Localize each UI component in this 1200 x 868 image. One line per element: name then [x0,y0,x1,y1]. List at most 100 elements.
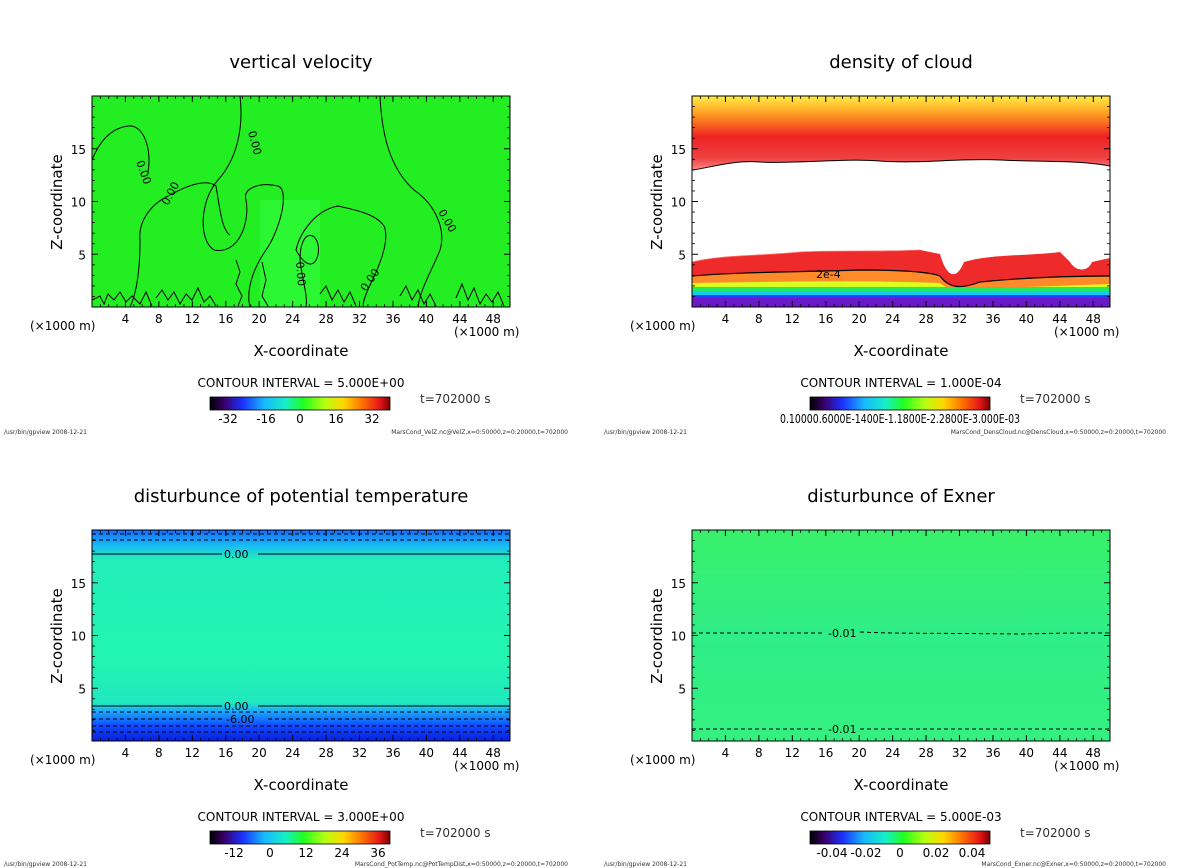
x-tick-labels: 4 8 12 16 20 24 28 32 36 40 44 48 [722,312,1101,326]
y-tick-marks [692,540,1110,731]
x-axis-label: X-coordinate [254,342,349,360]
colorbar-tick: 12 [298,846,313,860]
y-tick-label: 10 [671,630,686,644]
colorbar-ticks: -0.04 -0.02 0 0.02 0.04 [816,846,985,860]
y-tick-label: 10 [671,196,686,210]
footer-right: MarsCond_DensCloud.nc@DensCloud,x=0:5000… [951,429,1166,436]
x-unit-right: (×1000 m) [1054,759,1119,773]
contour-label: 0.00 [224,700,249,713]
y-tick-labels: 5 10 15 [71,143,86,263]
x-tick-label: 44 [452,312,467,326]
colorbar [209,396,391,411]
footer-left: /usr/bin/gpview 2008-12-21 [4,861,87,868]
colorbar-tick: -12 [224,846,244,860]
x-tick-label: 16 [218,312,233,326]
x-tick-label: 40 [1019,312,1034,326]
colorbar-tick: 16 [328,412,343,426]
x-unit-left: (×1000 m) [630,753,695,767]
y-axis: 5 10 15 [671,540,1110,731]
contour-label: 0.00 [224,548,249,561]
chart-title: vertical velocity [229,52,373,73]
panel-potential-temperature: disturbunce of potential temperature 0.0… [4,486,568,868]
y-tick-label: 5 [78,682,86,696]
y-tick-label: 5 [78,248,86,262]
contour-label: 0.00 [245,129,264,156]
x-tick-label: 4 [722,312,730,326]
colorbar-tick: -32 [218,412,238,426]
x-tick-label: 44 [452,746,467,760]
colorbar-ticks: -12 0 12 24 36 [224,846,385,860]
x-tick-label: 32 [352,746,367,760]
x-tick-label: 40 [419,312,434,326]
x-tick-marks [699,530,1103,741]
y-axis-label: Z-coordinate [48,154,66,249]
y-tick-labels: 5 10 15 [671,577,686,697]
colorbar-tick: 0 [896,846,904,860]
contour-label: -0.01 [828,723,856,736]
y-axis: 5 10 15 [671,106,1110,297]
colorbar-tick: -0.02 [850,846,881,860]
colorbar-tick: -16 [256,412,276,426]
y-tick-marks [92,540,510,731]
x-tick-label: 4 [122,312,130,326]
contour-label: -0.01 [828,627,856,640]
x-unit-right: (×1000 m) [454,325,519,339]
x-axis: 4 8 12 16 20 24 28 32 36 40 44 48 [99,96,503,326]
x-tick-label: 44 [1052,312,1067,326]
colorbar-tick: 32 [364,412,379,426]
time-label: t=702000 s [1020,826,1091,840]
x-tick-label: 20 [852,312,867,326]
y-tick-marks [92,106,510,297]
x-tick-label: 20 [252,312,267,326]
x-tick-label: 48 [1086,312,1101,326]
x-tick-label: 24 [885,746,900,760]
x-tick-label: 12 [185,746,200,760]
panel-density-of-cloud: density of cloud 2e-4 4 8 12 16 20 24 28 32 36 40… [604,52,1166,436]
x-tick-label: 16 [818,312,833,326]
cloud-contour [692,269,1110,288]
cloud-contour-soft [692,249,921,263]
x-unit-left: (×1000 m) [30,319,95,333]
colorbar [209,830,391,845]
x-axis-label: X-coordinate [854,776,949,794]
time-label: t=702000 s [420,392,491,406]
colorbar-tick: 0.02 [923,846,950,860]
x-tick-label: 16 [218,746,233,760]
colorbar-tick: 0 [296,412,304,426]
x-tick-label: 8 [755,312,763,326]
x-tick-label: 8 [155,746,163,760]
x-tick-label: 16 [818,746,833,760]
x-unit-left: (×1000 m) [630,319,695,333]
x-tick-label: 12 [785,746,800,760]
x-tick-label: 48 [1086,746,1101,760]
x-tick-label: 20 [252,746,267,760]
x-tick-label: 40 [419,746,434,760]
x-tick-label: 12 [185,312,200,326]
chart-title: disturbunce of Exner [807,486,995,507]
contour-lines [92,96,505,307]
colorbar-ticks: -32 -16 0 16 32 [218,412,379,426]
footer-left: /usr/bin/gpview 2008-12-21 [604,429,687,436]
x-tick-label: 48 [486,312,501,326]
contour-lines [92,533,510,733]
plot-field: 2e-4 [692,96,1110,307]
chart-title: disturbunce of potential temperature [134,486,469,507]
x-tick-labels: 4 8 12 16 20 24 28 32 36 40 44 48 [122,312,501,326]
time-label: t=702000 s [1020,392,1091,406]
footer-right: MarsCond_PotTemp.nc@PotTempDist,x=0:5000… [355,861,568,868]
x-tick-label: 24 [285,312,300,326]
x-tick-label: 12 [785,312,800,326]
x-tick-labels: 4 8 12 16 20 24 28 32 36 40 44 48 [722,746,1101,760]
x-tick-label: 8 [155,312,163,326]
x-tick-label: 24 [885,312,900,326]
colorbar-tick: 0.04 [959,846,986,860]
footer-right: MarsCond_VelZ.nc@VelZ,x=0:50000,z=0:2000… [391,429,568,436]
cloud-edge-contour [692,159,1110,171]
x-tick-label: 44 [1052,746,1067,760]
x-unit-right: (×1000 m) [454,759,519,773]
x-tick-label: 28 [918,746,933,760]
y-axis-label: Z-coordinate [48,588,66,683]
x-tick-marks [699,96,1103,307]
footer-right: MarsCond_Exner.nc@Exner,x=0:50000,z=0:20… [981,861,1166,868]
colorbar-tick: 36 [370,846,385,860]
